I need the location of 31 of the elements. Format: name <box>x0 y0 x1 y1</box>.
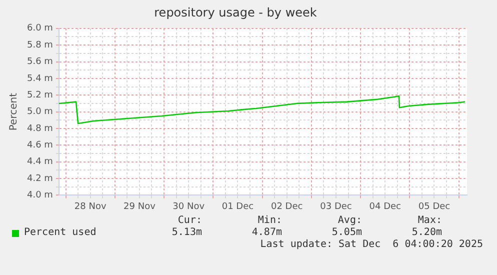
y-tick-label: 6.0 m <box>26 24 53 34</box>
text: Max: <box>418 215 442 227</box>
x-tick-label: 05 Dec <box>418 202 450 212</box>
x-tick-label: 29 Nov <box>124 202 156 212</box>
x-tick-label: 04 Dec <box>369 202 402 212</box>
legend-label: Percent used <box>24 227 96 239</box>
x-tick-label: 03 Dec <box>320 202 352 212</box>
text: 5.05m <box>332 227 362 239</box>
x-tick-label: 02 Dec <box>270 202 303 212</box>
y-tick-label: 5.8 m <box>26 40 53 50</box>
y-tick-label: 4.2 m <box>26 174 53 184</box>
y-tick-label: 5.4 m <box>26 74 53 84</box>
x-tick-label: 30 Nov <box>172 202 206 212</box>
text: Min: <box>258 215 282 227</box>
text: Cur: <box>178 215 202 227</box>
y-tick-label: 4.6 m <box>26 140 53 151</box>
text: 4.87m <box>252 227 282 239</box>
y-tick-label: 5.0 m <box>26 107 53 118</box>
text: 5.13m <box>172 227 202 239</box>
text: 5.20m <box>412 227 442 239</box>
text: Avg: <box>338 215 362 227</box>
x-tick-label: 28 Nov <box>74 202 107 212</box>
y-tick-label: 4.4 m <box>26 157 53 168</box>
y-tick-label: 5.6 m <box>26 57 53 68</box>
y-tick-label: 5.2 m <box>26 90 53 100</box>
chart-title: repository usage - by week <box>154 5 317 20</box>
x-tick-label: 01 Dec <box>222 202 254 212</box>
y-tick-label: 4.8 m <box>26 124 53 134</box>
y-axis-title: Percent <box>8 92 20 131</box>
text: Last update: Sat Dec 6 04:00:20 2025 <box>259 239 483 251</box>
y-tick-label: 4.0 m <box>26 190 53 201</box>
